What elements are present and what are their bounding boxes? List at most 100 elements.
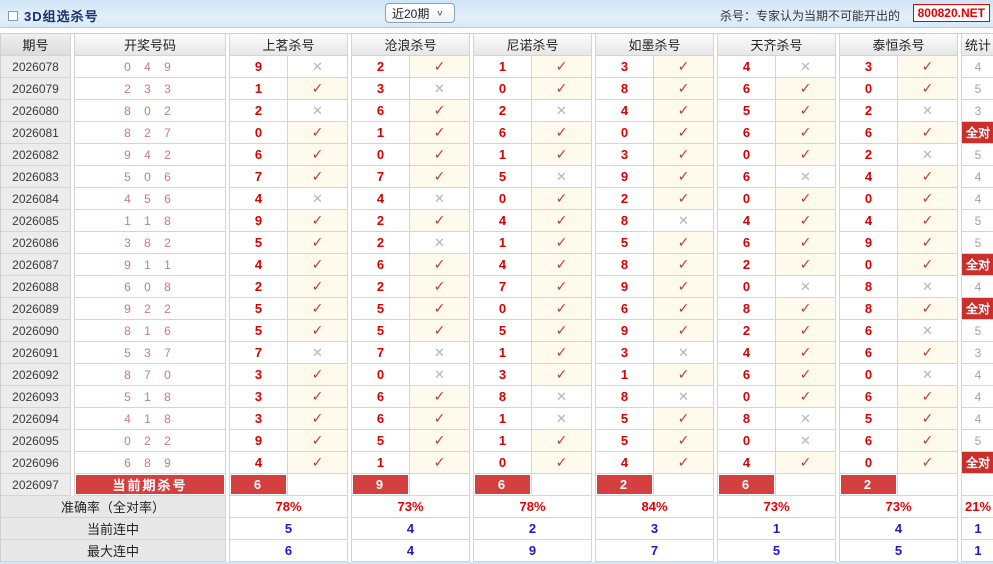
table-row: 2026094 4 1 8 3 ✓ 6 ✓ 1 ✕ 5 ✓ 8 ✕ 5 ✓ 4	[1, 408, 993, 430]
kill-number-cell: 0	[839, 188, 898, 210]
draw-numbers-cell: 3 8 2	[74, 232, 226, 254]
kill-number-cell: 0	[473, 452, 532, 474]
miss-cross-icon: ✕	[288, 188, 348, 210]
miss-cross-icon: ✕	[776, 430, 836, 452]
current-kill-number-cell: 2	[839, 474, 898, 496]
kill-number-cell: 5	[351, 430, 410, 452]
kill-number-cell: 6	[595, 298, 654, 320]
hit-check-icon: ✓	[532, 56, 592, 78]
kill-number-cell: 3	[473, 364, 532, 386]
kill-number-cell: 8	[717, 408, 776, 430]
header-expert-1: 上茗杀号	[229, 34, 348, 56]
summary-row: 准确率（全对率） 78% 73% 78% 84% 73% 73% 21%	[1, 496, 993, 518]
current-kill-number-cell: 6	[473, 474, 532, 496]
kill-number-cell: 2	[229, 100, 288, 122]
stat-empty-cell	[961, 474, 993, 496]
current-kill-number: 2	[597, 475, 652, 494]
hit-check-icon: ✓	[898, 232, 958, 254]
hit-check-icon: ✓	[654, 430, 714, 452]
summary-value: 4	[351, 540, 470, 562]
period-cell: 2026088	[1, 276, 71, 298]
select-checkbox[interactable]	[8, 10, 18, 21]
hit-check-icon: ✓	[410, 254, 470, 276]
kill-number-cell: 0	[473, 188, 532, 210]
kill-number-cell: 8	[595, 254, 654, 276]
kill-number-cell: 3	[229, 386, 288, 408]
miss-cross-icon: ✕	[654, 342, 714, 364]
hit-check-icon: ✓	[532, 188, 592, 210]
kill-number-cell: 7	[351, 342, 410, 364]
kill-number-cell: 5	[595, 430, 654, 452]
hit-check-icon: ✓	[776, 188, 836, 210]
miss-cross-icon: ✕	[532, 166, 592, 188]
miss-cross-icon: ✕	[776, 408, 836, 430]
summary-value: 5	[229, 518, 348, 540]
kill-number-cell: 0	[839, 78, 898, 100]
kill-number-cell: 9	[595, 276, 654, 298]
period-cell: 2026089	[1, 298, 71, 320]
table-row: 2026090 8 1 6 5 ✓ 5 ✓ 5 ✓ 9 ✓ 2 ✓ 6 ✕ 5	[1, 320, 993, 342]
period-cell: 2026096	[1, 452, 71, 474]
summary-value: 7	[595, 540, 714, 562]
summary-value: 73%	[351, 496, 470, 518]
kill-number-cell: 3	[595, 144, 654, 166]
stat-count-cell: 5	[961, 430, 993, 452]
current-kill-number-cell: 2	[595, 474, 654, 496]
summary-value: 2	[473, 518, 592, 540]
header-expert-2: 沧浪杀号	[351, 34, 470, 56]
stat-count-cell: 4	[961, 408, 993, 430]
kill-number-cell: 7	[473, 276, 532, 298]
hit-check-icon: ✓	[776, 122, 836, 144]
hit-check-icon: ✓	[288, 452, 348, 474]
table-row: 2026087 9 1 1 4 ✓ 6 ✓ 4 ✓ 8 ✓ 2 ✓ 0 ✓ 全对	[1, 254, 993, 276]
hit-check-icon: ✓	[532, 364, 592, 386]
kill-number-cell: 2	[229, 276, 288, 298]
summary-value: 4	[351, 518, 470, 540]
hit-check-icon: ✓	[532, 452, 592, 474]
summary-value: 5	[839, 540, 958, 562]
header-expert-6: 泰恒杀号	[839, 34, 958, 56]
kill-number-cell: 6	[473, 122, 532, 144]
stat-full-hit-badge: 全对	[961, 298, 993, 320]
hit-check-icon: ✓	[288, 254, 348, 276]
period-cell: 2026092	[1, 364, 71, 386]
hit-check-icon: ✓	[288, 298, 348, 320]
hit-check-icon: ✓	[898, 56, 958, 78]
kill-number-cell: 0	[717, 276, 776, 298]
kill-number-cell: 5	[229, 232, 288, 254]
kill-number-cell: 0	[717, 386, 776, 408]
hit-check-icon: ✓	[410, 56, 470, 78]
kill-number-cell: 8	[595, 386, 654, 408]
hit-check-icon: ✓	[898, 188, 958, 210]
kill-number-cell: 8	[595, 210, 654, 232]
kill-number-cell: 3	[229, 408, 288, 430]
summary-value: 5	[717, 540, 836, 562]
table-row: 2026080 8 0 2 2 ✕ 6 ✓ 2 ✕ 4 ✓ 5 ✓ 2 ✕ 3	[1, 100, 993, 122]
current-kill-number: 6	[475, 475, 530, 494]
period-cell: 2026097	[1, 474, 71, 496]
hit-check-icon: ✓	[776, 386, 836, 408]
hit-check-icon: ✓	[776, 342, 836, 364]
kill-number-cell: 3	[839, 56, 898, 78]
kill-number-cell: 8	[717, 298, 776, 320]
kill-number-cell: 1	[351, 452, 410, 474]
header-stat: 统计	[961, 34, 993, 56]
kill-number-cell: 1	[473, 408, 532, 430]
current-kill-number-cell: 6	[229, 474, 288, 496]
summary-row: 当前连中 5 4 2 3 1 4 1	[1, 518, 993, 540]
site-link-badge[interactable]: 800820.NET	[912, 4, 990, 22]
hit-check-icon: ✓	[654, 56, 714, 78]
hit-check-icon: ✓	[654, 188, 714, 210]
kill-number-cell: 4	[229, 188, 288, 210]
period-cell: 2026090	[1, 320, 71, 342]
empty-check-cell	[532, 474, 592, 496]
hit-check-icon: ✓	[532, 254, 592, 276]
stat-full-hit-badge: 全对	[961, 122, 993, 144]
kill-number-cell: 1	[229, 78, 288, 100]
table-row: 2026081 8 2 7 0 ✓ 1 ✓ 6 ✓ 0 ✓ 6 ✓ 6 ✓ 全对	[1, 122, 993, 144]
kill-number-cell: 6	[717, 364, 776, 386]
kill-number-cell: 1	[473, 56, 532, 78]
kill-number-cell: 2	[717, 320, 776, 342]
summary-stat-value: 1	[961, 540, 993, 562]
range-dropdown[interactable]: 近20期 v	[385, 3, 455, 23]
